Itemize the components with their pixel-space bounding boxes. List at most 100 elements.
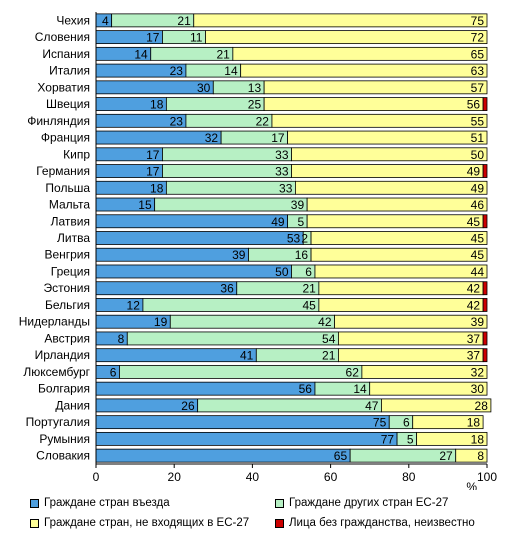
data-label: 45 [471,232,485,246]
data-label: 62 [346,365,360,379]
data-label: 23 [170,114,184,128]
bar-segment [338,331,484,346]
category-label: Ирландия [35,348,90,362]
data-label: 8 [118,332,125,346]
bar-segment [310,247,488,262]
category-label: Словакия [36,449,90,463]
data-label: 33 [279,181,293,195]
data-label: 63 [471,64,485,78]
data-label: 51 [471,131,485,145]
data-label: 37 [467,349,481,363]
data-label: 14 [224,64,238,78]
data-label: 50 [471,148,485,162]
bar-segment [318,298,484,312]
data-label: 25 [248,98,262,112]
data-label: 18 [150,181,164,195]
data-label: 28 [475,399,489,413]
legend-swatch-host-country [30,498,39,508]
bar-segment [482,214,488,229]
category-label: Мальта [49,198,90,212]
category-label: Греция [51,264,90,278]
bar-segment [416,431,488,446]
data-label: 49 [471,181,485,195]
data-label: 22 [256,114,270,128]
data-label: 15 [138,198,152,212]
category-label: Бельгия [45,298,90,312]
data-label: 56 [467,98,481,112]
bar-segment [287,130,488,145]
bar-segment [263,97,484,111]
x-tick-label: 40 [246,470,260,484]
data-label: 75 [471,14,485,28]
category-label: Финляндия [27,114,90,128]
category-label: Чехия [56,13,90,27]
category-label: Австрия [44,331,90,345]
data-label: 77 [381,432,395,446]
data-label: 30 [197,81,211,95]
bar-segment [154,197,308,212]
bar-segment [142,298,320,312]
bar-segment [482,331,488,346]
data-label: 13 [248,81,262,95]
data-label: 45 [303,298,317,312]
data-label: 49 [271,215,285,229]
data-label: 39 [471,315,485,329]
category-label: Эстония [44,281,91,295]
bar-segment [412,415,484,430]
data-label: 6 [403,416,410,430]
category-label: Франция [41,131,90,145]
legend-swatch-non-eu [30,518,39,528]
data-label: 17 [146,148,160,162]
category-label: Литва [57,231,90,245]
data-label: 11 [190,31,203,45]
data-label: 21 [303,282,317,296]
bar-segment [95,231,304,245]
bar-segment [95,80,214,95]
data-label: 33 [275,148,289,162]
data-label: 21 [322,349,336,363]
category-label: Италия [49,64,90,78]
bar-segment [314,264,488,279]
bar-segment [169,314,335,329]
category-label: Словения [35,30,90,44]
bar-segment [162,147,292,162]
bar-segment [95,214,288,229]
bar-segment [291,164,484,178]
category-label: Швеция [46,97,90,111]
legend-label-host-country: Граждане стран въезда [44,497,170,509]
bar-segment [338,348,484,363]
category-label: Румыния [39,432,90,446]
data-label: 42 [467,298,481,312]
data-label: 2 [301,232,308,246]
data-label: 21 [216,47,230,61]
data-label: 19 [154,315,168,329]
x-tick-label: 80 [402,470,416,484]
bar-segment [126,331,339,346]
data-label: 46 [471,198,485,212]
bar-segment [95,381,316,396]
data-label: 8 [477,449,484,463]
data-label: 5 [407,432,414,446]
category-label: Германия [36,164,90,178]
category-label: Дания [55,398,90,412]
bar-segment [95,130,222,145]
data-label: 30 [471,382,485,396]
data-label: 33 [275,165,289,179]
data-label: 32 [205,131,219,145]
x-tick-label: 60 [324,470,338,484]
bar-segment [95,281,238,296]
data-label: 45 [467,215,481,229]
bar-segment [295,180,488,195]
data-label: 55 [471,114,485,128]
category-label: Испания [42,47,90,61]
bar-segment [95,415,390,430]
data-label: 14 [353,382,367,396]
legend-label-other-eu: Граждане других стран ЕС-27 [289,497,449,509]
bar-segment [381,398,492,413]
category-label: Болгария [38,382,90,396]
data-label: 18 [467,416,481,430]
legend-swatch-stateless [275,518,284,528]
data-label: 17 [271,131,285,145]
x-tick-label: 100 [477,470,497,484]
